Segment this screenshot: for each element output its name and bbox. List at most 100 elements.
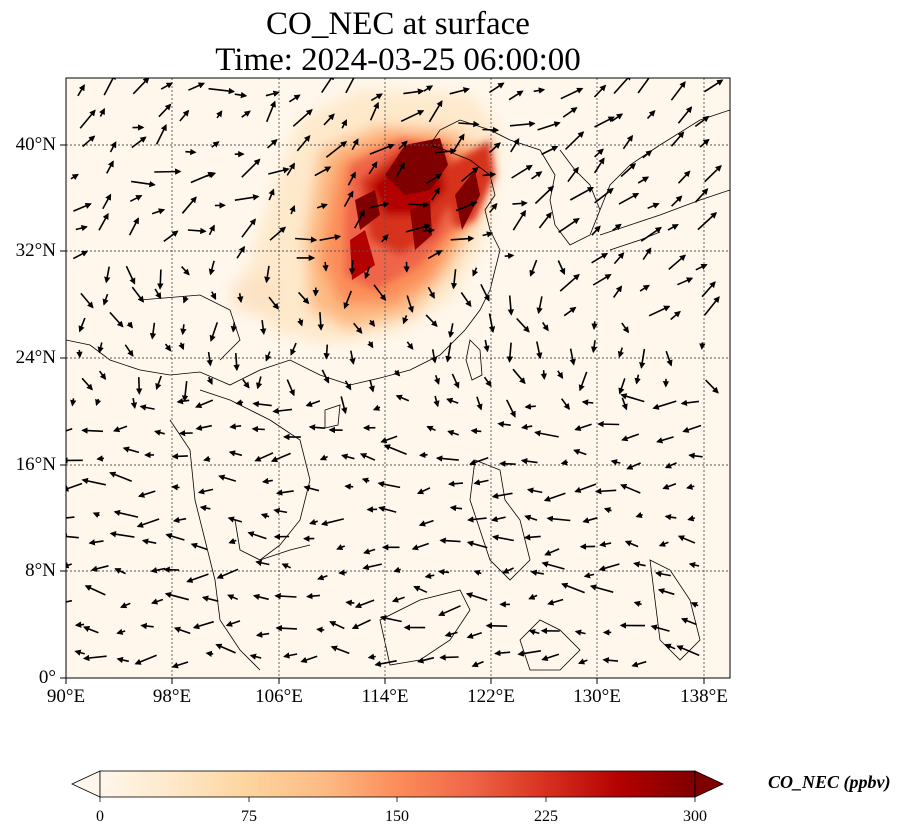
wind-arrow: [367, 341, 374, 349]
wind-arrow: [465, 592, 488, 601]
wind-arrow: [206, 171, 217, 179]
wind-arrow: [677, 170, 691, 184]
wind-arrow: [205, 650, 214, 658]
wind-arrow: [512, 368, 526, 385]
wind-arrow: [225, 620, 241, 627]
wind-arrow: [72, 250, 89, 260]
wind-arrow: [642, 247, 652, 261]
wind-arrow: [665, 350, 673, 367]
wind-arrow: [574, 423, 592, 432]
wind-arrow: [520, 458, 538, 465]
wind-arrow: [99, 107, 106, 117]
wind-arrow: [423, 85, 434, 92]
wind-arrow: [300, 655, 318, 663]
wind-arrow: [306, 592, 320, 600]
wind-arrow: [528, 593, 538, 600]
wind-arrow: [136, 518, 160, 528]
wind-arrow: [185, 148, 197, 156]
wind-arrow: [320, 518, 344, 527]
wind-arrow: [374, 660, 397, 667]
wind-arrow: [252, 400, 272, 408]
wind-arrow: [179, 109, 190, 122]
wind-arrow: [547, 598, 564, 606]
wind-arrow: [368, 379, 375, 393]
wind-arrow: [460, 292, 472, 308]
colorbar-tick-label: 300: [683, 808, 707, 825]
wind-arrow: [682, 424, 702, 433]
wind-arrow: [323, 344, 330, 360]
wind-arrow: [362, 563, 382, 571]
wind-arrow: [361, 477, 370, 484]
wind-arrow: [98, 370, 107, 381]
wind-arrow: [534, 185, 555, 205]
wind-arrow: [635, 511, 643, 518]
wind-arrow: [348, 260, 356, 275]
wind-arrow: [379, 615, 402, 623]
wind-arrow: [541, 561, 565, 570]
wind-arrow: [563, 306, 577, 317]
wind-arrow: [102, 293, 109, 306]
wind-arrow: [591, 321, 598, 330]
wind-arrow: [494, 649, 511, 657]
wind-arrow: [488, 202, 498, 214]
map-subtitle-time: Time: 2024-03-25 06:00:00: [215, 42, 581, 78]
wind-arrow: [657, 588, 675, 596]
wind-arrow: [664, 513, 677, 521]
wind-arrow: [255, 376, 263, 390]
wind-arrow: [425, 173, 443, 185]
wind-arrow: [472, 267, 479, 277]
wind-arrow: [488, 142, 501, 154]
wind-arrow: [135, 377, 143, 395]
wind-arrow: [416, 487, 431, 495]
wind-arrow: [403, 88, 425, 95]
wind-arrow: [445, 342, 452, 363]
wind-arrow: [254, 452, 274, 462]
wind-arrow: [470, 427, 482, 435]
wind-arrow: [81, 377, 93, 391]
wind-arrow: [195, 424, 212, 431]
wind-arrow: [165, 533, 185, 541]
wind-arrow: [242, 378, 250, 389]
wind-arrow: [171, 661, 189, 669]
wind-arrow: [434, 148, 457, 155]
wind-arrow: [255, 631, 270, 638]
wind-arrow: [249, 653, 262, 660]
wind-arrow: [345, 599, 355, 607]
wind-arrow: [314, 166, 332, 177]
wind-arrow: [592, 274, 612, 286]
wind-arrow: [499, 460, 516, 467]
wind-arrow: [274, 592, 297, 600]
wind-arrow: [428, 100, 443, 123]
wind-arrow: [113, 509, 139, 518]
wind-arrow: [483, 339, 490, 353]
wind-arrow: [126, 321, 133, 329]
wind-arrow: [521, 423, 533, 431]
wind-vectors: [66, 78, 724, 669]
wind-arrow: [560, 398, 570, 411]
lon-tick-label: 114°E: [361, 686, 409, 707]
wind-arrow: [602, 657, 619, 664]
wind-arrow: [77, 84, 85, 97]
wind-arrow: [97, 342, 104, 354]
wind-arrow: [502, 567, 514, 574]
wind-arrow: [241, 158, 261, 178]
wind-arrow: [292, 109, 313, 127]
wind-arrow: [351, 138, 359, 151]
wind-arrow: [471, 660, 484, 668]
wind-arrow: [686, 483, 695, 490]
wind-arrow: [180, 324, 187, 336]
wind-arrow: [197, 488, 214, 495]
wind-arrow: [460, 166, 479, 183]
wind-arrow: [447, 430, 459, 437]
wind-arrow: [578, 371, 588, 392]
wind-arrow: [140, 622, 154, 630]
wind-arrow: [252, 593, 269, 601]
wind-arrow: [446, 397, 459, 404]
wind-arrow: [620, 163, 637, 178]
wind-arrow: [172, 516, 187, 524]
wind-arrow: [298, 291, 310, 305]
wind-arrow: [112, 425, 128, 433]
wind-arrow: [321, 369, 330, 384]
wind-arrow: [230, 322, 237, 333]
wind-arrow: [670, 131, 685, 147]
